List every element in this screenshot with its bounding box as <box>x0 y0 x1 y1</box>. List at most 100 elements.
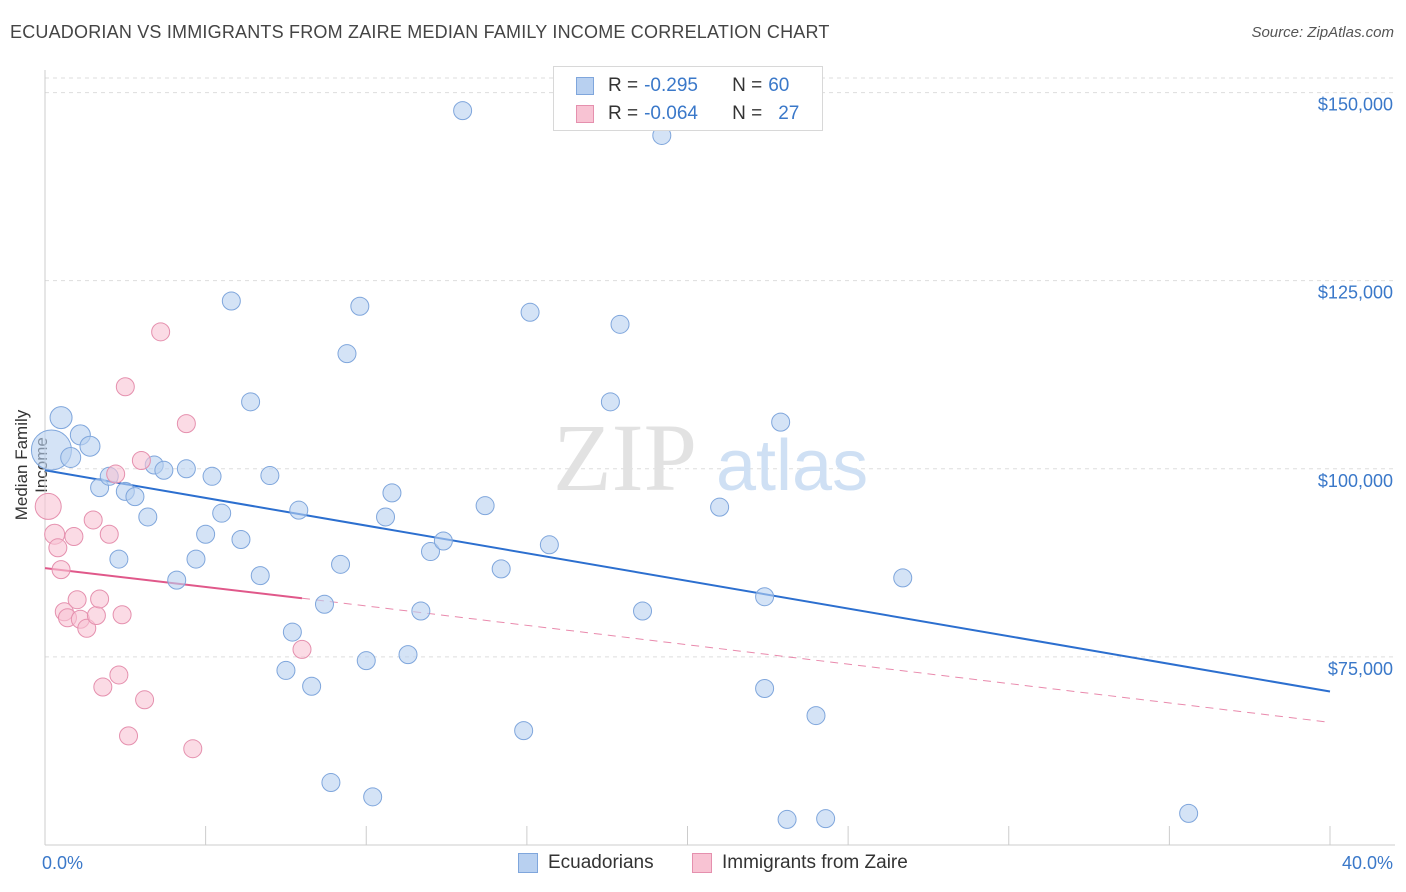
point-ecuadorian <box>514 721 534 741</box>
point-ecuadorian <box>610 314 630 334</box>
point-ecuadorian <box>433 531 453 551</box>
stats-legend: R = -0.295 N = 60 R = -0.064 N = 27 <box>553 66 823 131</box>
point-ecuadorian <box>382 483 402 503</box>
point-zaire <box>34 492 62 520</box>
point-ecuadorian <box>302 676 322 696</box>
point-ecuadorian <box>755 678 775 698</box>
point-ecuadorian <box>276 660 296 680</box>
axes <box>44 70 1395 846</box>
chart-title: ECUADORIAN VS IMMIGRANTS FROM ZAIRE MEDI… <box>10 22 830 42</box>
y-tick-label: $75,000 <box>1328 659 1393 679</box>
legend-n-label: N = <box>732 103 763 124</box>
point-ecuadorian <box>60 447 82 468</box>
point-ecuadorian <box>289 500 309 520</box>
y-tick-label: $125,000 <box>1318 283 1393 303</box>
legend-n-label: N = <box>732 75 763 96</box>
point-ecuadorian <box>212 503 232 523</box>
point-ecuadorian <box>539 535 559 555</box>
legend-r-label: R = <box>608 103 639 124</box>
point-ecuadorian <box>49 406 73 430</box>
point-ecuadorian <box>138 507 158 527</box>
legend-row-zaire: R = -0.064 N = 27 <box>576 103 799 125</box>
point-ecuadorian <box>321 773 341 793</box>
point-zaire <box>99 524 119 544</box>
point-ecuadorian <box>250 566 270 586</box>
point-zaire <box>135 690 155 710</box>
point-zaire <box>106 464 126 484</box>
point-zaire <box>48 538 68 558</box>
point-zaire <box>119 726 139 746</box>
legend-row-ecuadorians: R = -0.295 N = 60 <box>576 75 789 97</box>
bottom-legend-zaire: Immigrants from Zaire <box>692 852 908 874</box>
point-ecuadorian <box>893 568 913 588</box>
bottom-legend-ecuadorians: Ecuadorians <box>518 852 654 874</box>
bottom-legend-swatch-pink <box>692 853 712 873</box>
point-zaire <box>90 589 110 609</box>
point-ecuadorian <box>755 587 775 607</box>
point-zaire <box>77 618 97 638</box>
point-ecuadorian <box>241 392 261 412</box>
trend-line-zaire-extended <box>301 597 1331 723</box>
point-ecuadorian <box>356 651 376 671</box>
point-ecuadorian <box>600 392 620 412</box>
point-ecuadorian <box>221 291 241 311</box>
y-tick-label: $100,000 <box>1318 471 1393 491</box>
point-ecuadorian <box>411 601 431 621</box>
legend-n-value: 60 <box>768 75 790 96</box>
point-ecuadorian <box>771 412 791 432</box>
point-zaire <box>151 322 171 342</box>
legend-n-value: 27 <box>778 103 800 124</box>
point-ecuadorian <box>337 344 357 364</box>
point-zaire <box>64 527 84 547</box>
point-ecuadorian <box>125 487 145 507</box>
bottom-legend-label: Immigrants from Zaire <box>722 852 908 873</box>
x-tick-label-max: 40.0% <box>1342 853 1393 873</box>
point-zaire <box>93 677 113 697</box>
point-zaire <box>183 739 203 759</box>
point-ecuadorian <box>816 809 836 829</box>
point-zaire <box>292 639 312 659</box>
point-ecuadorian <box>186 549 206 569</box>
point-ecuadorian <box>231 530 251 550</box>
point-ecuadorian <box>350 296 370 316</box>
point-ecuadorian <box>154 460 174 480</box>
point-ecuadorian <box>398 645 418 665</box>
legend-r-value: -0.295 <box>644 75 698 96</box>
point-zaire <box>86 606 106 626</box>
legend-r-value: -0.064 <box>644 103 698 124</box>
point-ecuadorian <box>314 594 334 614</box>
y-tick-label: $150,000 <box>1318 95 1393 115</box>
point-ecuadorian <box>376 507 396 527</box>
gridlines <box>45 77 1395 658</box>
watermark: ZIP atlas <box>553 404 868 511</box>
point-ecuadorian <box>520 302 540 322</box>
point-ecuadorian <box>79 435 101 457</box>
point-ecuadorian <box>710 497 730 517</box>
point-zaire <box>115 377 135 397</box>
point-zaire <box>83 510 103 530</box>
watermark-atlas: atlas <box>716 426 868 506</box>
point-ecuadorian <box>363 787 383 807</box>
point-ecuadorian <box>1179 803 1199 823</box>
trend-line-ecuadorians <box>44 469 1331 693</box>
source-label: Source: ZipAtlas.com <box>1251 24 1394 41</box>
point-ecuadorian <box>633 601 653 621</box>
point-ecuadorian <box>331 554 351 574</box>
point-zaire <box>131 451 151 471</box>
point-ecuadorian <box>167 570 187 590</box>
x-tick-label-min: 0.0% <box>42 853 83 873</box>
point-ecuadorian <box>202 466 222 486</box>
point-ecuadorian <box>109 549 129 569</box>
point-zaire <box>109 665 129 685</box>
tick-labels: $75,000 $100,000 $125,000 $150,000 0.0% 40.0% <box>42 95 1393 873</box>
watermark-zip: ZIP <box>553 404 697 511</box>
point-zaire <box>51 560 71 580</box>
legend-swatch-blue <box>576 77 594 95</box>
point-zaire <box>176 414 196 434</box>
point-ecuadorian <box>475 496 495 516</box>
point-ecuadorian <box>421 542 440 562</box>
point-ecuadorian <box>176 459 196 479</box>
point-zaire <box>112 605 132 625</box>
bottom-legend-swatch-blue <box>518 853 538 873</box>
